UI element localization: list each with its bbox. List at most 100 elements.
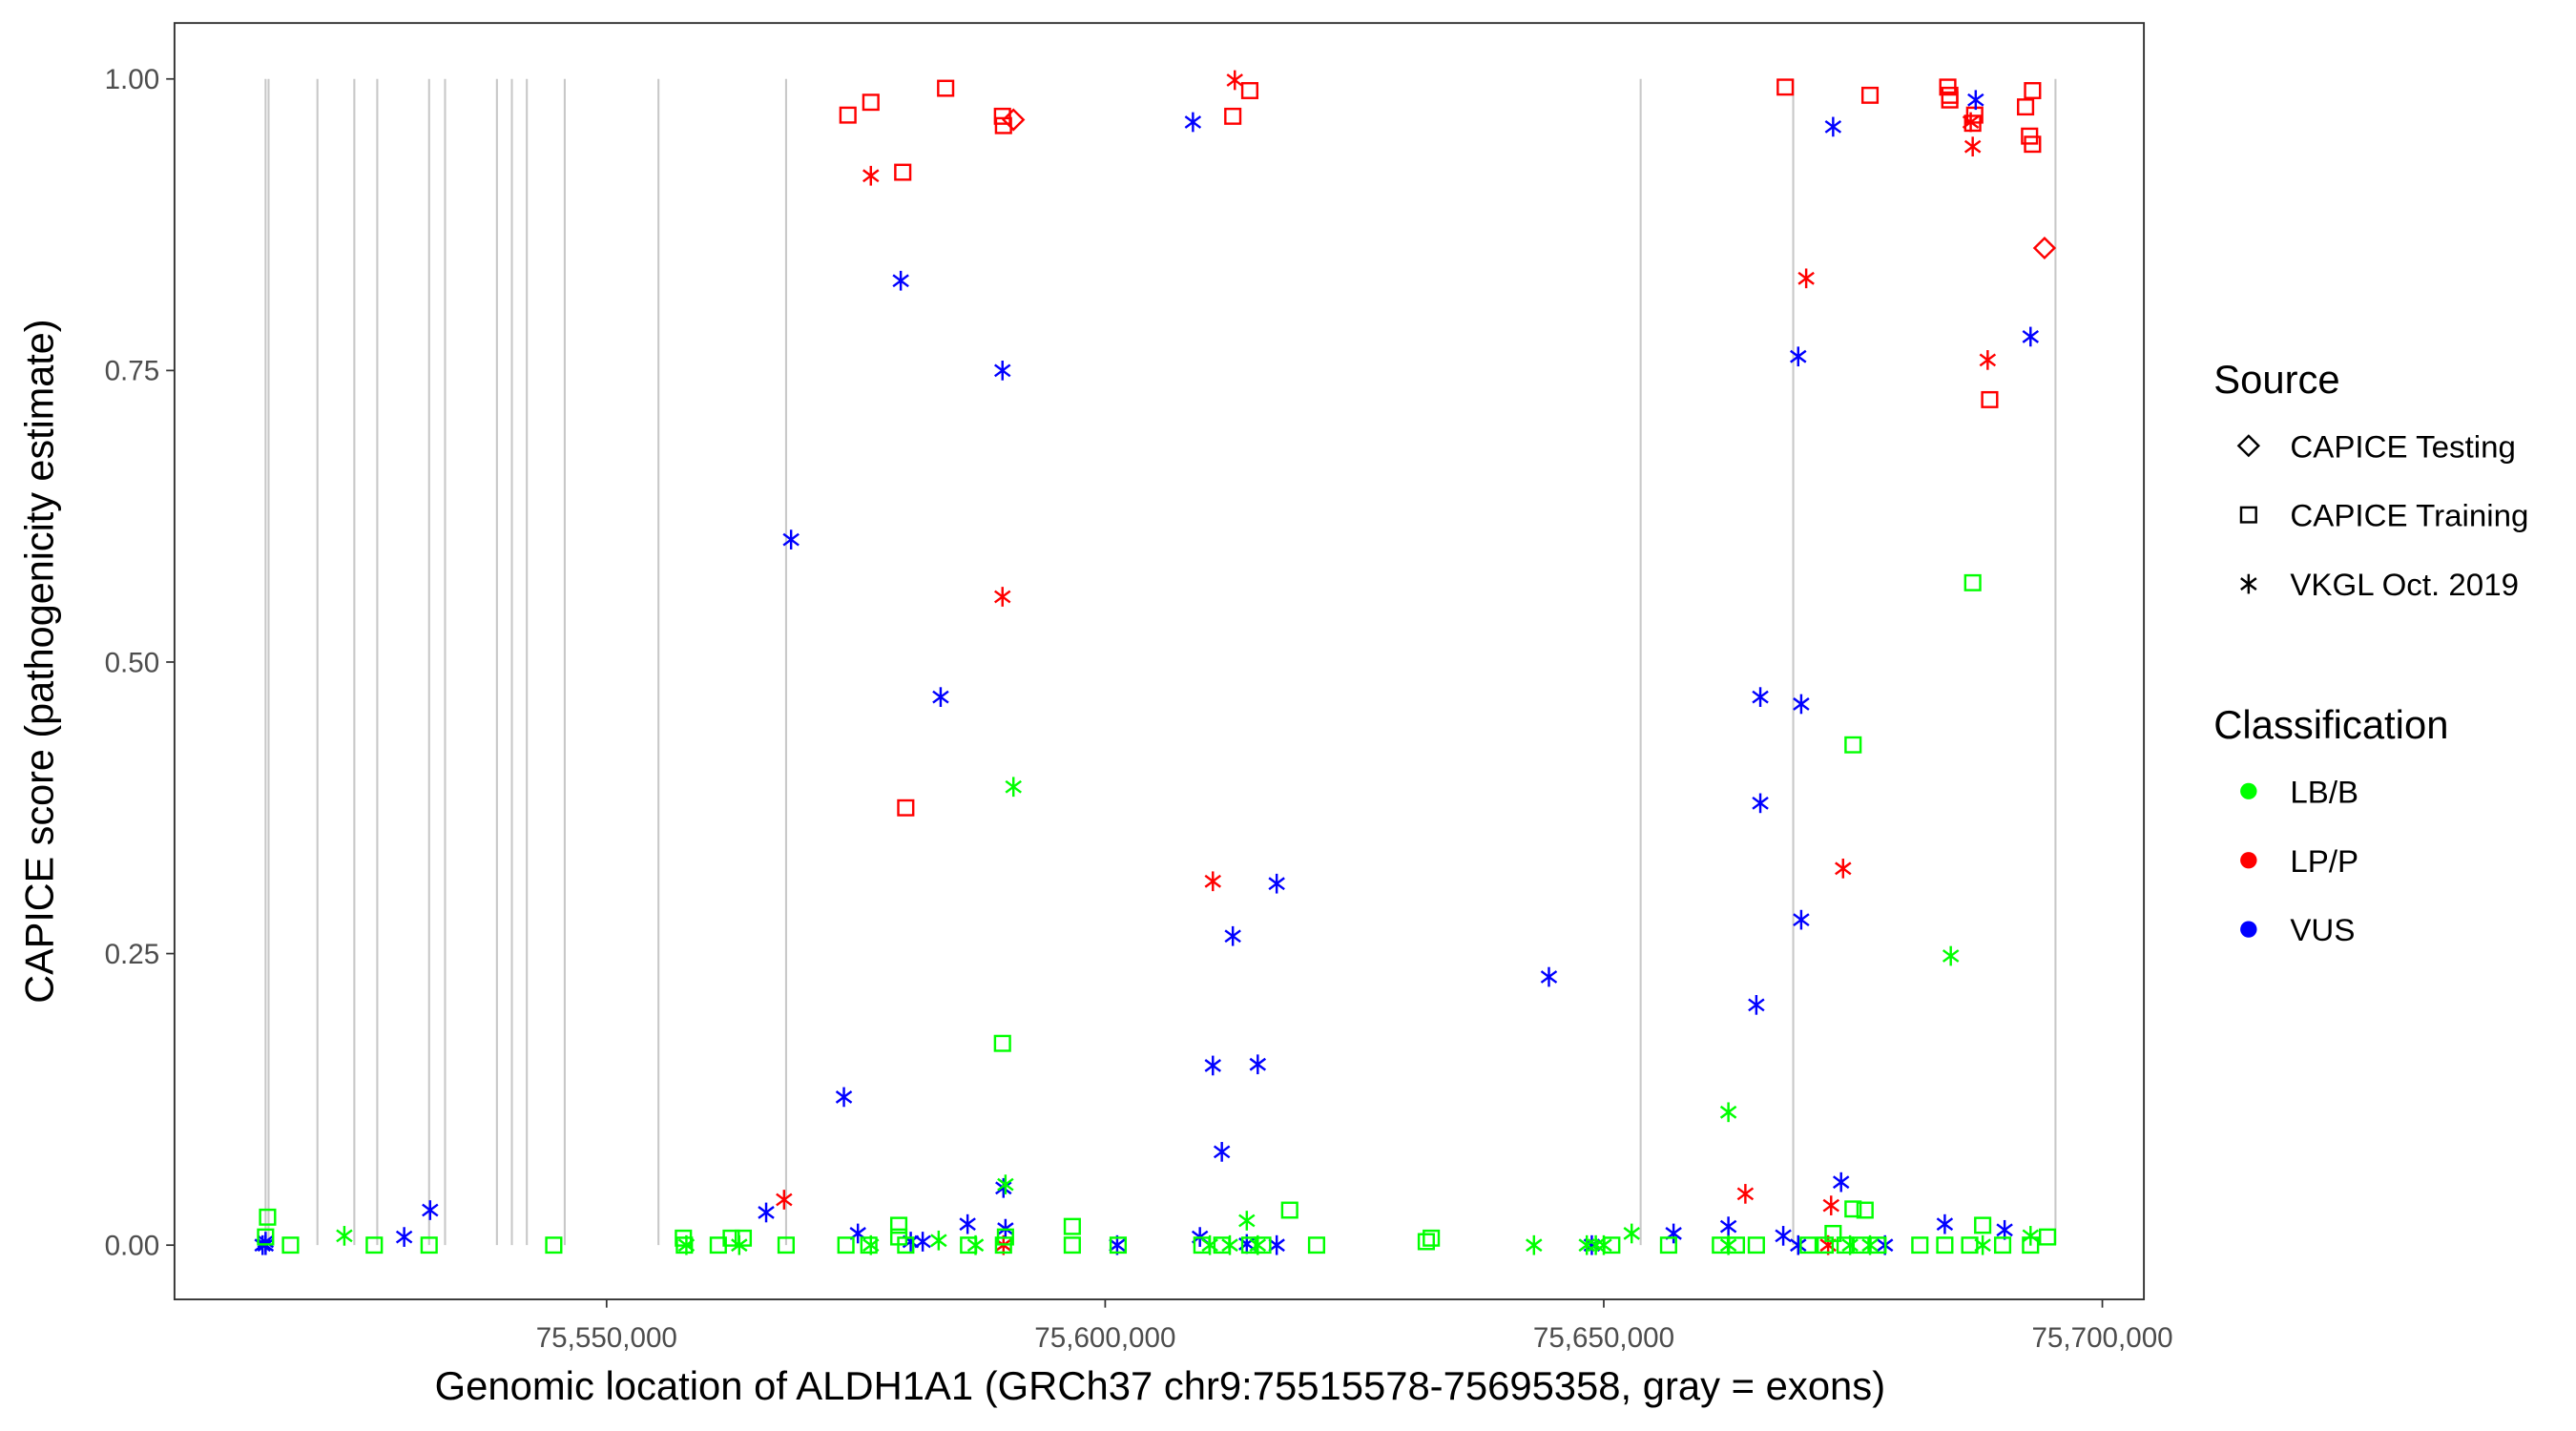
x-tick-label: 75,700,000 bbox=[2031, 1322, 2172, 1354]
data-point bbox=[1942, 945, 1960, 966]
legend-source-label: CAPICE Training bbox=[2290, 498, 2528, 533]
data-point bbox=[993, 1034, 1011, 1052]
data-point bbox=[1184, 112, 1202, 133]
data-point bbox=[937, 79, 955, 97]
data-point bbox=[932, 687, 949, 707]
data-point bbox=[2024, 82, 2042, 99]
data-point bbox=[1540, 966, 1558, 987]
data-point bbox=[1224, 925, 1241, 946]
data-point bbox=[1861, 1234, 1879, 1255]
data-point bbox=[1748, 995, 1765, 1015]
data-point bbox=[1238, 1211, 1256, 1231]
data-point bbox=[997, 1174, 1014, 1194]
data-point bbox=[1109, 1236, 1128, 1255]
data-point bbox=[1860, 86, 1880, 104]
data-point bbox=[1280, 1201, 1298, 1219]
data-point bbox=[1961, 1236, 1979, 1255]
data-point bbox=[1841, 1234, 1859, 1255]
data-point bbox=[897, 1236, 915, 1255]
data-point bbox=[1204, 1055, 1222, 1076]
data-point bbox=[1623, 1223, 1640, 1244]
data-point bbox=[862, 1234, 880, 1255]
data-point bbox=[1963, 573, 1982, 591]
data-point bbox=[839, 106, 857, 124]
data-point bbox=[1799, 1236, 1818, 1255]
y-axis-title: CAPICE score (pathogenicity estimate) bbox=[17, 319, 62, 1003]
data-point bbox=[1752, 793, 1769, 814]
legend-key-asterisk bbox=[2240, 573, 2257, 594]
data-point bbox=[1659, 1236, 1677, 1255]
data-point bbox=[1936, 1213, 1954, 1234]
x-axis-title: Genomic location of ALDH1A1 (GRCh37 chr9… bbox=[435, 1363, 1885, 1408]
data-point bbox=[862, 165, 880, 186]
data-point bbox=[1962, 112, 1980, 133]
data-point bbox=[1822, 1195, 1840, 1215]
data-point bbox=[1981, 390, 1999, 408]
data-point bbox=[1204, 871, 1222, 892]
data-point bbox=[993, 587, 1011, 607]
legend-classification-title: Classification bbox=[2213, 702, 2448, 747]
data-point bbox=[1775, 1226, 1792, 1246]
legend: Source CAPICE Testing CAPICE Training VKGL… bbox=[2213, 357, 2528, 947]
data-point bbox=[1747, 1236, 1765, 1255]
data-point bbox=[1063, 1217, 1081, 1235]
legend-classification-label: LB/B bbox=[2290, 775, 2358, 810]
data-point bbox=[1417, 1233, 1435, 1251]
data-point bbox=[422, 1200, 439, 1220]
data-point bbox=[994, 1236, 1012, 1255]
data-point bbox=[1856, 1201, 1874, 1219]
y-tick-label: 0.50 bbox=[105, 647, 160, 678]
data-point bbox=[675, 1236, 694, 1255]
data-point bbox=[1824, 116, 1842, 137]
data-point bbox=[2022, 1226, 2040, 1246]
data-point bbox=[1268, 873, 1285, 894]
legend-classification-label: VUS bbox=[2290, 912, 2355, 947]
data-point bbox=[336, 1226, 353, 1246]
data-point bbox=[860, 1236, 878, 1255]
exon-lines bbox=[264, 78, 2057, 1246]
data-point bbox=[1005, 777, 1022, 798]
data-point bbox=[1423, 1229, 1441, 1247]
data-point bbox=[930, 1230, 947, 1251]
data-point bbox=[1911, 1236, 1929, 1255]
data-point bbox=[677, 1234, 696, 1255]
legend-key-dot bbox=[2240, 921, 2257, 938]
data-points bbox=[254, 70, 2057, 1255]
data-point bbox=[1967, 90, 1984, 111]
legend-source-title: Source bbox=[2213, 357, 2339, 402]
data-point bbox=[1307, 1236, 1326, 1255]
legend-key-diamond bbox=[2236, 434, 2261, 458]
data-point bbox=[545, 1236, 563, 1255]
data-point bbox=[1835, 858, 1852, 879]
data-point bbox=[1824, 1224, 1842, 1242]
data-point bbox=[1832, 1172, 1850, 1192]
legend-source-label: VKGL Oct. 2019 bbox=[2290, 567, 2519, 602]
y-tick-label: 1.00 bbox=[105, 64, 160, 95]
data-point bbox=[993, 107, 1011, 125]
data-point bbox=[1797, 268, 1815, 289]
data-point bbox=[959, 1213, 976, 1234]
data-point bbox=[1736, 1184, 1755, 1204]
legend-classification-label: LP/P bbox=[2290, 843, 2358, 879]
data-point bbox=[758, 1202, 775, 1223]
data-point bbox=[1996, 1219, 2013, 1240]
x-tick-label: 75,650,000 bbox=[1533, 1322, 1674, 1354]
data-point bbox=[837, 1236, 855, 1255]
data-point bbox=[777, 1236, 795, 1255]
data-point bbox=[1268, 1234, 1285, 1255]
data-point bbox=[1844, 736, 1862, 754]
data-point bbox=[1719, 1216, 1737, 1236]
data-point bbox=[2022, 326, 2040, 347]
data-point bbox=[966, 1234, 985, 1255]
legend-key-dot bbox=[2240, 782, 2257, 799]
data-point bbox=[1224, 107, 1242, 125]
data-point bbox=[1936, 1236, 1954, 1255]
plot-panel-border bbox=[173, 22, 2146, 1301]
data-point bbox=[1249, 1054, 1267, 1075]
y-tick-label: 0.00 bbox=[105, 1231, 160, 1262]
data-point bbox=[1665, 1223, 1682, 1244]
data-point bbox=[995, 1177, 1012, 1198]
x-tick-label: 75,550,000 bbox=[536, 1322, 677, 1354]
data-point bbox=[2017, 98, 2035, 116]
